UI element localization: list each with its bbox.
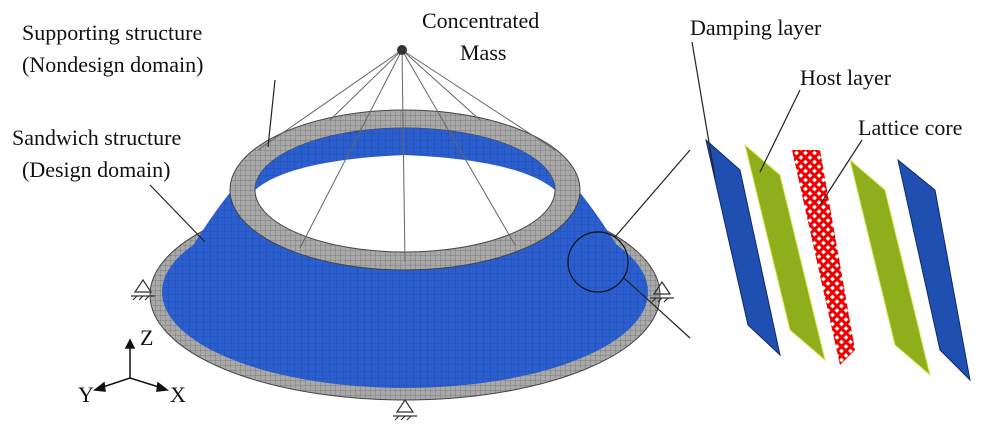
label: Damping layer	[690, 15, 822, 40]
layers	[706, 140, 970, 380]
axis-label: X	[170, 382, 186, 407]
label: Concentrated	[422, 8, 539, 33]
leader	[760, 90, 800, 172]
label: Sandwich structure	[12, 125, 181, 150]
leader	[692, 42, 715, 178]
leader	[150, 185, 205, 242]
label: Mass	[460, 40, 506, 65]
label: (Design domain)	[22, 157, 170, 182]
label: Lattice core	[858, 115, 962, 140]
axis-label: Y	[78, 382, 94, 407]
label: (Nondesign domain)	[22, 52, 203, 77]
zoom-line	[615, 150, 690, 237]
label: Host layer	[800, 65, 892, 90]
figure: Z X Y Concentrated Mass Supporting struc…	[0, 0, 994, 435]
mass-point	[397, 45, 407, 55]
label: Supporting structure	[22, 20, 202, 45]
axis-triad	[95, 340, 167, 391]
axis-label: Z	[140, 325, 153, 350]
